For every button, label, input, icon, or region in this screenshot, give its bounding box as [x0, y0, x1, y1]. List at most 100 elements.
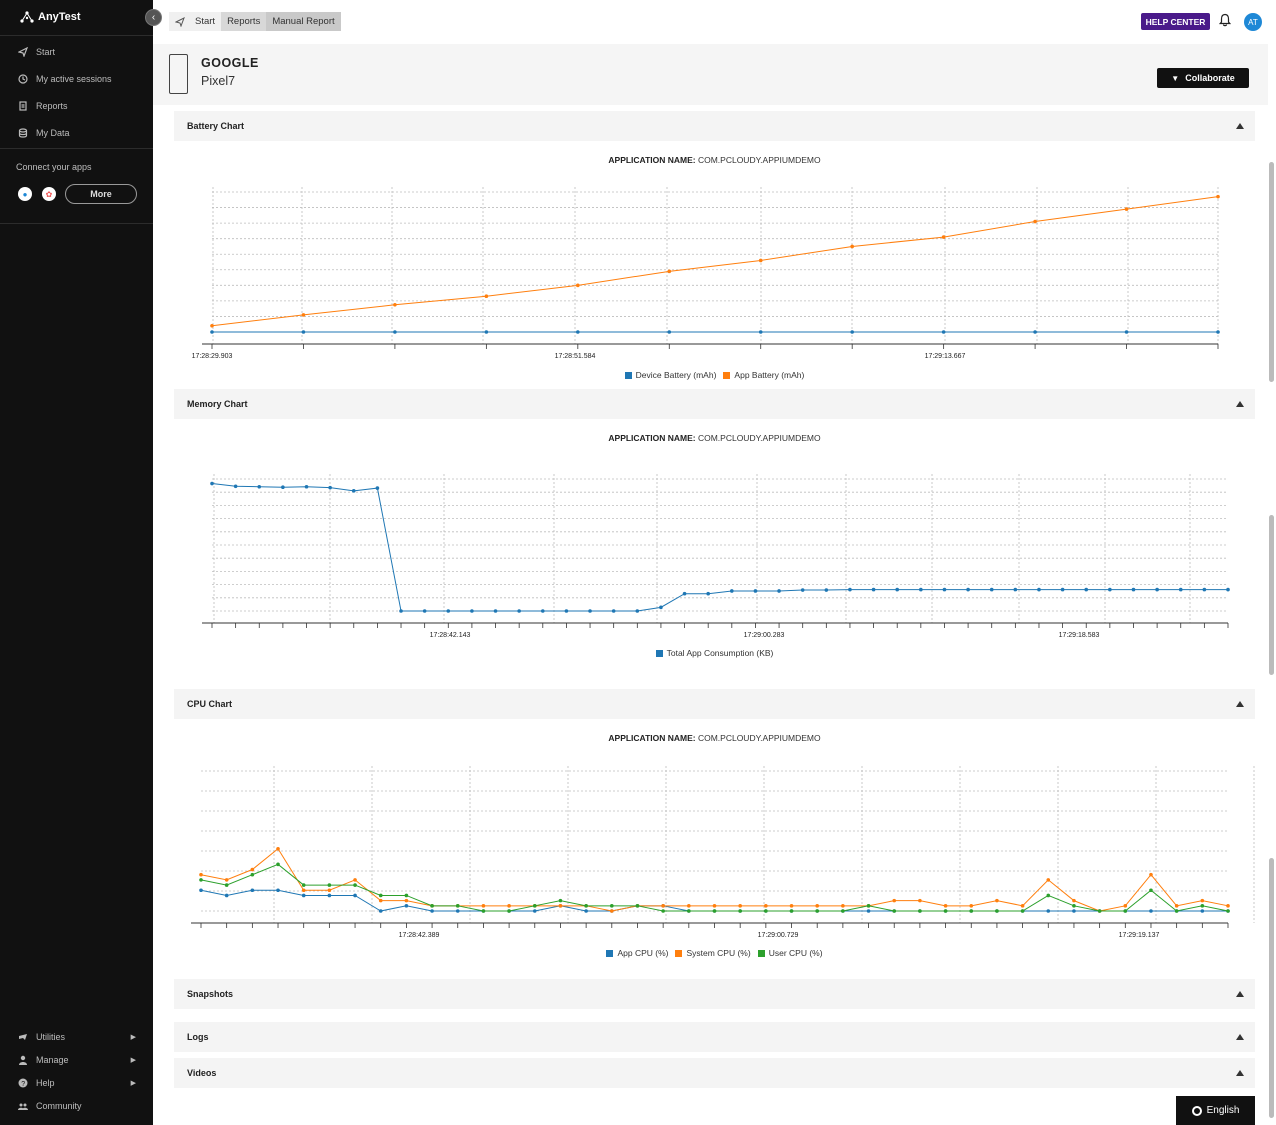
- legend-item[interactable]: App Battery (mAh): [723, 370, 804, 380]
- data-point: [210, 330, 214, 334]
- collapse-caret-icon[interactable]: [1236, 991, 1244, 997]
- data-point: [1097, 909, 1102, 913]
- legend-item[interactable]: Device Battery (mAh): [624, 370, 716, 380]
- data-point: [1123, 909, 1128, 913]
- data-point: [558, 898, 563, 903]
- device-header: GOOGLE Pixel7 ▼ Collaborate: [153, 44, 1268, 105]
- series-line: [211, 196, 1219, 327]
- data-point: [455, 904, 460, 908]
- data-point: [430, 904, 434, 908]
- legend-label: App CPU (%): [617, 948, 669, 958]
- data-point: [1072, 898, 1076, 903]
- battery-chart: 17:28:29.903 17:28:51.584 17:29:13.667: [192, 187, 1220, 360]
- help-center-button[interactable]: HELP CENTER: [1141, 13, 1210, 30]
- data-point: [943, 904, 948, 908]
- data-point: [250, 872, 255, 877]
- scrollbar-thumb[interactable]: [1269, 162, 1274, 382]
- data-point: [687, 904, 691, 908]
- sidebar-item-start[interactable]: Start: [18, 45, 55, 59]
- data-point: [635, 609, 640, 613]
- paper-plane-icon: [175, 16, 185, 27]
- data-point: [1124, 330, 1129, 334]
- cpu-legend: App CPU (%) System CPU (%) User CPU (%): [174, 948, 1255, 958]
- collapse-caret-icon[interactable]: [1236, 401, 1244, 407]
- data-point: [588, 609, 592, 613]
- data-point: [301, 313, 306, 317]
- application-name-value: COM.PCLOUDY.APPIUMDEMO: [697, 733, 821, 743]
- data-point: [584, 909, 588, 913]
- data-point: [1131, 587, 1136, 592]
- data-point: [1200, 904, 1205, 908]
- sidebar-item-active-sessions[interactable]: My active sessions: [18, 72, 112, 86]
- app-logo[interactable]: AnyTest: [20, 9, 81, 25]
- breadcrumb-manual-report[interactable]: Manual Report: [266, 12, 341, 31]
- data-point: [1060, 587, 1065, 592]
- data-point: [378, 909, 383, 913]
- data-point: [610, 909, 614, 913]
- data-point: [393, 302, 397, 307]
- legend-item[interactable]: System CPU (%): [675, 948, 751, 958]
- more-apps-button[interactable]: More: [65, 184, 137, 204]
- sidebar-item-manage[interactable]: Manage ▶: [18, 1053, 136, 1067]
- top-bar: Start Reports Manual Report HELP CENTER …: [153, 0, 1276, 44]
- data-point: [301, 893, 306, 898]
- battery-chart-header[interactable]: Battery Chart: [174, 111, 1255, 141]
- breadcrumb-reports[interactable]: Reports: [221, 12, 267, 31]
- data-point: [224, 878, 229, 882]
- logs-header[interactable]: Logs: [174, 1022, 1255, 1052]
- sidebar-item-reports[interactable]: Reports: [18, 99, 68, 113]
- data-point: [610, 904, 614, 908]
- collapse-caret-icon[interactable]: [1236, 1070, 1244, 1076]
- data-point: [199, 872, 203, 877]
- memory-chart-header[interactable]: Memory Chart: [174, 389, 1255, 419]
- sidebar-item-label: Reports: [36, 101, 68, 111]
- data-point: [1013, 587, 1018, 592]
- sidebar-item-my-data[interactable]: My Data: [18, 126, 70, 140]
- data-point: [1149, 872, 1153, 877]
- svg-text:?: ?: [21, 1081, 25, 1088]
- sidebar-item-label: Community: [36, 1101, 82, 1111]
- device-model: Pixel7: [201, 74, 236, 88]
- integration-app-icon-2[interactable]: ✿: [42, 187, 56, 201]
- breadcrumb: Start Reports Manual Report: [169, 12, 341, 31]
- legend-item[interactable]: Total App Consumption (KB): [655, 648, 773, 658]
- integration-app-icon-1[interactable]: ●: [18, 187, 32, 201]
- cpu-chart-header[interactable]: CPU Chart: [174, 689, 1255, 719]
- application-name-value: COM.PCLOUDY.APPIUMDEMO: [697, 155, 821, 165]
- language-selector[interactable]: English: [1176, 1096, 1255, 1125]
- scrollbar-thumb[interactable]: [1269, 515, 1274, 675]
- breadcrumb-start[interactable]: Start: [169, 12, 222, 31]
- collapse-sidebar-button[interactable]: ‹: [145, 9, 162, 26]
- user-avatar[interactable]: AT: [1244, 13, 1262, 31]
- data-point: [404, 898, 409, 903]
- videos-header[interactable]: Videos: [174, 1058, 1255, 1088]
- data-point: [481, 904, 486, 908]
- data-point: [687, 909, 691, 913]
- data-point: [1174, 904, 1179, 908]
- x-tick-label: 17:29:00.729: [758, 932, 799, 939]
- sidebar-item-help[interactable]: ? Help ▶: [18, 1076, 136, 1090]
- sidebar-item-community[interactable]: Community: [18, 1099, 136, 1113]
- data-point: [558, 904, 563, 908]
- data-point: [738, 909, 742, 913]
- collapse-caret-icon[interactable]: [1236, 1034, 1244, 1040]
- legend-label: App Battery (mAh): [734, 370, 805, 380]
- data-point: [353, 893, 357, 898]
- data-point: [841, 904, 845, 908]
- cpu-application-name: APPLICATION NAME: COM.PCLOUDY.APPIUMDEMO: [174, 733, 1255, 743]
- data-point: [446, 609, 451, 613]
- collapse-caret-icon[interactable]: [1236, 701, 1244, 707]
- scrollbar-thumb[interactable]: [1269, 858, 1274, 1118]
- section-title: Memory Chart: [187, 399, 248, 409]
- funnel-icon: ▼: [1171, 73, 1180, 83]
- collaborate-button[interactable]: ▼ Collaborate: [1157, 68, 1249, 88]
- section-title: CPU Chart: [187, 699, 233, 709]
- snapshots-header[interactable]: Snapshots: [174, 979, 1255, 1009]
- collapse-caret-icon[interactable]: [1236, 123, 1244, 129]
- data-point: [1226, 904, 1230, 908]
- bell-icon[interactable]: [1219, 13, 1231, 27]
- legend-item[interactable]: User CPU (%): [757, 948, 823, 958]
- legend-item[interactable]: App CPU (%): [606, 948, 668, 958]
- data-point: [351, 489, 356, 493]
- sidebar-item-utilities[interactable]: Utilities ▶: [18, 1030, 136, 1044]
